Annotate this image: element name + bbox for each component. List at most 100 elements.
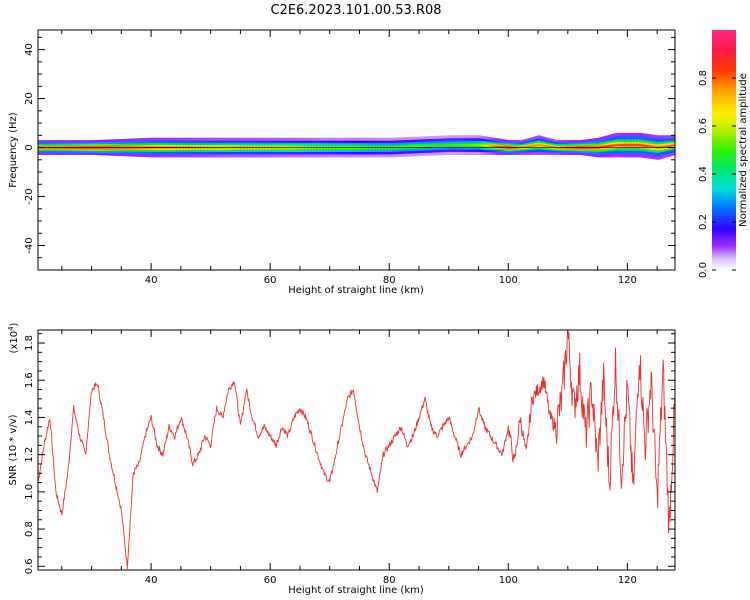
heatmap-cell: [609, 144, 612, 148]
heatmap-cell: [633, 143, 636, 147]
heatmap-cell: [485, 144, 489, 147]
snr-yscale-close: ): [9, 322, 20, 326]
snr-yscale: (x104): [7, 322, 20, 353]
snr-ytick-label: 1.4: [24, 409, 35, 425]
heatmap-cell: [544, 145, 547, 147]
heatmap-cell: [471, 144, 474, 147]
heatmap-cell: [442, 144, 445, 147]
colorbar-tick-label: 0.6: [698, 118, 709, 134]
snr-xtick-label: 40: [145, 575, 158, 586]
heatmap-cell: [605, 145, 608, 148]
snr-xtick-label: 60: [264, 575, 277, 586]
heatmap-cell: [667, 145, 670, 148]
heatmap-cell: [468, 144, 471, 147]
heatmap-cell: [404, 145, 407, 148]
heatmap-cell: [407, 145, 410, 148]
heatmap-marks: [38, 132, 675, 160]
heatmap-cell: [619, 143, 623, 147]
heatmap-cell: [527, 145, 530, 148]
heatmap-cell: [410, 145, 413, 148]
heatmap-cell: [497, 145, 500, 148]
heatmap-cell: [618, 143, 621, 147]
heatmap-cell: [494, 145, 498, 148]
heatmap-cell: [460, 144, 463, 147]
heatmap-cell: [475, 144, 478, 147]
heatmap-cell: [427, 144, 431, 147]
heatmap-axes: 40 60 80 100 120 -40 -20 0 20 40: [24, 30, 675, 286]
heatmap-cell: [615, 143, 618, 147]
heatmap-cell: [416, 145, 419, 148]
heatmap-ytick-label: -20: [24, 188, 35, 204]
heatmap-cell: [432, 144, 435, 147]
heatmap-xlabel: Height of straight line (km): [288, 285, 424, 296]
heatmap-cell: [660, 145, 663, 149]
heatmap-cell: [646, 144, 649, 148]
snr-yscale-base: (x10: [9, 331, 20, 354]
heatmap-cell: [669, 144, 672, 147]
heatmap-cell: [399, 146, 402, 149]
heatmap-cell: [548, 145, 551, 148]
heatmap-cell: [493, 145, 496, 148]
heatmap-cell: [603, 145, 606, 148]
heatmap-cell: [621, 143, 624, 147]
heatmap-cell: [649, 145, 652, 148]
heatmap-cell: [472, 144, 475, 147]
heatmap-cell: [405, 145, 408, 148]
heatmap-cell: [600, 146, 603, 149]
heatmap-ytick-label: 20: [24, 92, 35, 105]
snr-ytick-label: 0.6: [24, 558, 35, 574]
heatmap-cell: [672, 144, 675, 147]
heatmap-cell: [616, 143, 620, 147]
heatmap-cell: [529, 145, 532, 148]
heatmap-cell: [401, 146, 404, 149]
heatmap-cell: [622, 143, 625, 147]
heatmap-cell: [661, 145, 664, 149]
heatmap-cell: [465, 144, 468, 147]
heatmap-cell: [448, 144, 451, 147]
snr-frame: [37, 329, 676, 571]
heatmap-cell: [402, 146, 405, 148]
heatmap-cell: [496, 145, 499, 148]
heatmap-cell: [423, 145, 426, 148]
heatmap-cell: [414, 145, 417, 148]
heatmap-cell: [536, 144, 539, 147]
heatmap-cell: [429, 144, 432, 147]
colorbar-tick-label: 0.2: [698, 214, 709, 230]
heatmap-cell: [436, 144, 439, 147]
heatmap-cell: [469, 144, 472, 147]
heatmap-cell: [640, 144, 643, 147]
heatmap-cell: [413, 145, 416, 148]
heatmap-cell: [532, 145, 535, 147]
snr-ytick-label: 0.8: [24, 521, 35, 537]
heatmap-cell: [477, 144, 480, 147]
heatmap-cell: [639, 143, 642, 147]
colorbar-tick-label: 0.8: [698, 70, 709, 86]
heatmap-cell: [645, 144, 648, 148]
heatmap-xtick-label: 60: [264, 275, 277, 286]
heatmap-cell: [453, 144, 456, 147]
snr-ytick-label: 1.0: [24, 484, 35, 500]
heatmap-cell: [462, 144, 465, 147]
heatmap-cell: [551, 146, 554, 148]
heatmap-cell: [545, 145, 548, 147]
colorbar-gradient: [712, 30, 736, 270]
heatmap-cell: [459, 144, 462, 147]
heatmap-ytick-label: -40: [24, 237, 35, 253]
heatmap-cell: [499, 146, 502, 148]
heatmap-cell: [419, 145, 422, 148]
heatmap-cell: [631, 143, 634, 147]
heatmap-cell: [487, 144, 490, 147]
heatmap-cell: [439, 144, 442, 147]
snr-series-line: [38, 332, 675, 570]
heatmap-cell: [664, 145, 667, 148]
heatmap-cell: [454, 144, 457, 147]
heatmap-cell: [481, 144, 484, 147]
heatmap-cell: [435, 144, 438, 147]
figure-title: C2E6.2023.101.00.53.R08: [270, 3, 441, 18]
snr-xtick-label: 80: [383, 575, 396, 586]
snr-xlabel: Height of straight line (km): [288, 585, 424, 596]
heatmap-cell: [450, 144, 453, 147]
heatmap-cell: [651, 145, 654, 148]
colorbar-tick-label: 0.0: [698, 262, 709, 278]
heatmap-cell: [441, 144, 444, 147]
